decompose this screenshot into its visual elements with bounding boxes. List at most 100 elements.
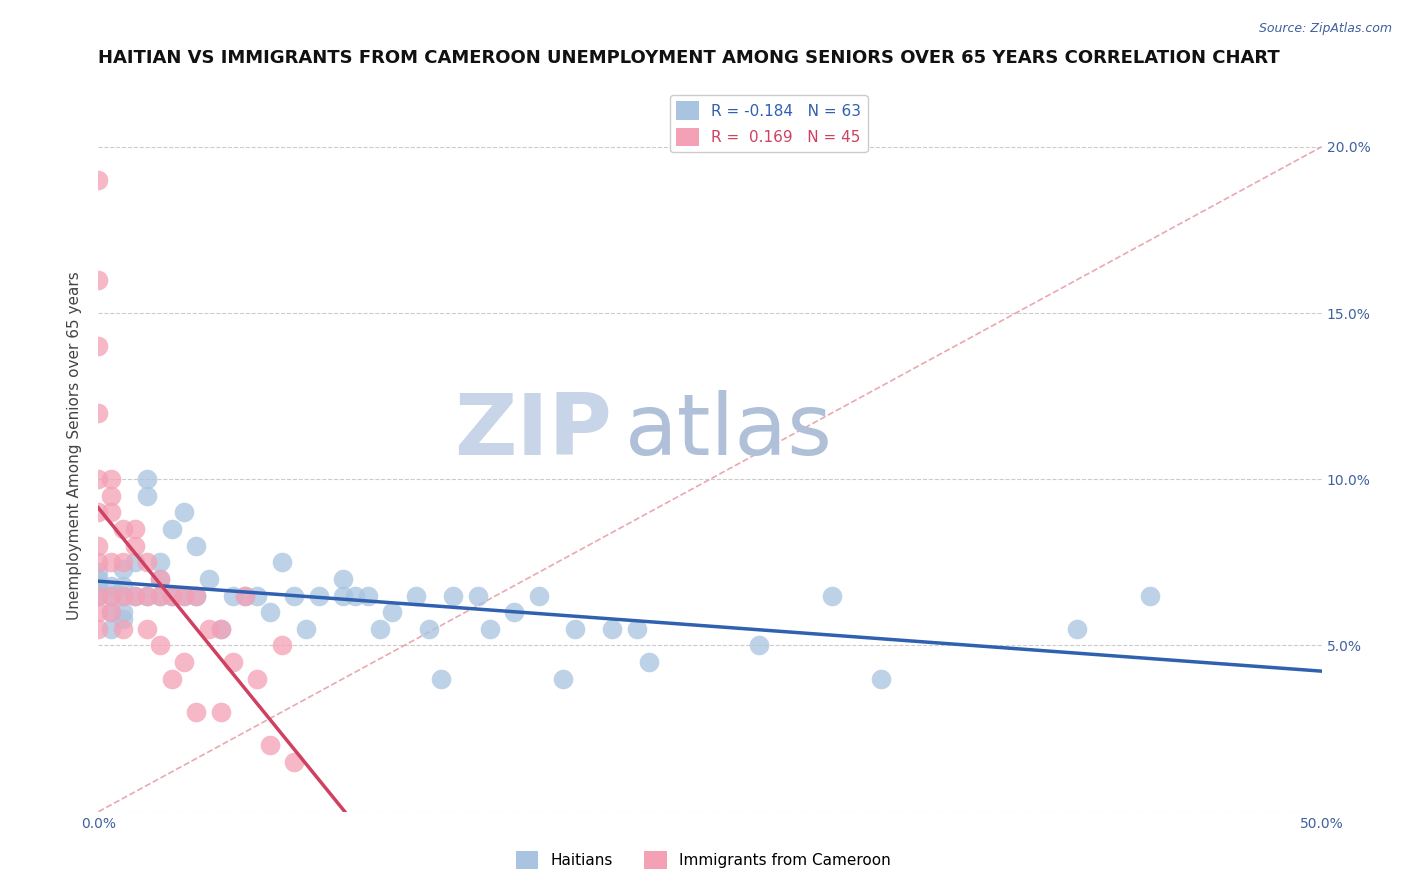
Point (111, 622, 134, 636)
Point (124, 589, 146, 603)
Point (418, 622, 440, 636)
Point (136, 489, 159, 503)
Point (405, 589, 427, 603)
Point (100, 622, 122, 636)
Point (160, 522, 183, 536)
Point (222, 655, 245, 669)
Point (173, 655, 195, 669)
Point (332, 572, 354, 586)
Point (87, 572, 110, 586)
Text: atlas: atlas (624, 390, 832, 473)
Point (160, 589, 183, 603)
Text: HAITIAN VS IMMIGRANTS FROM CAMEROON UNEMPLOYMENT AMONG SENIORS OVER 65 YEARS COR: HAITIAN VS IMMIGRANTS FROM CAMEROON UNEM… (98, 49, 1281, 67)
Point (478, 622, 501, 636)
Point (87, 566, 110, 580)
Point (111, 589, 134, 603)
Point (136, 589, 159, 603)
Point (111, 605, 134, 619)
Point (467, 589, 489, 603)
Point (503, 605, 526, 619)
Point (441, 589, 464, 603)
Point (283, 755, 305, 769)
Point (209, 705, 232, 719)
Point (246, 672, 269, 686)
Point (527, 589, 550, 603)
Point (553, 672, 575, 686)
Point (100, 506, 122, 520)
Text: ZIP: ZIP (454, 390, 612, 473)
Point (100, 555, 122, 569)
Point (160, 672, 183, 686)
Point (870, 672, 893, 686)
Point (149, 555, 172, 569)
Point (124, 589, 146, 603)
Point (124, 555, 146, 569)
Point (160, 589, 183, 603)
Point (381, 605, 404, 619)
Point (111, 555, 134, 569)
Point (100, 472, 122, 486)
Point (87, 406, 110, 420)
Point (209, 622, 232, 636)
Point (270, 555, 294, 569)
Point (233, 589, 256, 603)
Point (186, 539, 208, 553)
Point (111, 579, 134, 593)
Point (222, 589, 245, 603)
Point (87, 472, 110, 486)
Point (136, 589, 159, 603)
Point (87, 273, 110, 287)
Point (87, 589, 110, 603)
Point (87, 579, 110, 593)
Point (368, 622, 391, 636)
Point (197, 572, 219, 586)
Point (100, 589, 122, 603)
Point (197, 622, 219, 636)
Point (356, 589, 378, 603)
Point (186, 589, 208, 603)
Point (186, 589, 208, 603)
Y-axis label: Unemployment Among Seniors over 65 years: Unemployment Among Seniors over 65 years (67, 272, 83, 620)
Point (87, 585, 110, 599)
Point (100, 579, 122, 593)
Point (564, 622, 586, 636)
Point (638, 655, 661, 669)
Point (87, 622, 110, 636)
Point (259, 605, 281, 619)
Point (173, 506, 195, 520)
Point (100, 489, 122, 503)
Point (87, 539, 110, 553)
Point (173, 589, 195, 603)
Point (1139, 589, 1161, 603)
Legend: R = -0.184   N = 63, R =  0.169   N = 45: R = -0.184 N = 63, R = 0.169 N = 45 (671, 95, 868, 153)
Point (149, 589, 172, 603)
Point (87, 339, 110, 353)
Point (100, 589, 122, 603)
Point (821, 589, 844, 603)
Point (246, 589, 269, 603)
Point (259, 738, 281, 752)
Point (430, 672, 453, 686)
Point (295, 622, 318, 636)
Point (173, 589, 195, 603)
Point (87, 555, 110, 569)
Point (100, 605, 122, 619)
Point (209, 622, 232, 636)
Point (136, 555, 159, 569)
Point (600, 622, 623, 636)
Point (626, 622, 648, 636)
Point (87, 605, 110, 619)
Point (111, 522, 134, 536)
Point (87, 506, 110, 520)
Point (233, 589, 256, 603)
Text: Source: ZipAtlas.com: Source: ZipAtlas.com (1258, 22, 1392, 36)
Point (124, 522, 146, 536)
Point (100, 605, 122, 619)
Point (87, 173, 110, 187)
Point (332, 589, 354, 603)
Point (308, 589, 330, 603)
Point (283, 589, 305, 603)
Point (186, 705, 208, 719)
Point (149, 572, 172, 586)
Point (1066, 622, 1088, 636)
